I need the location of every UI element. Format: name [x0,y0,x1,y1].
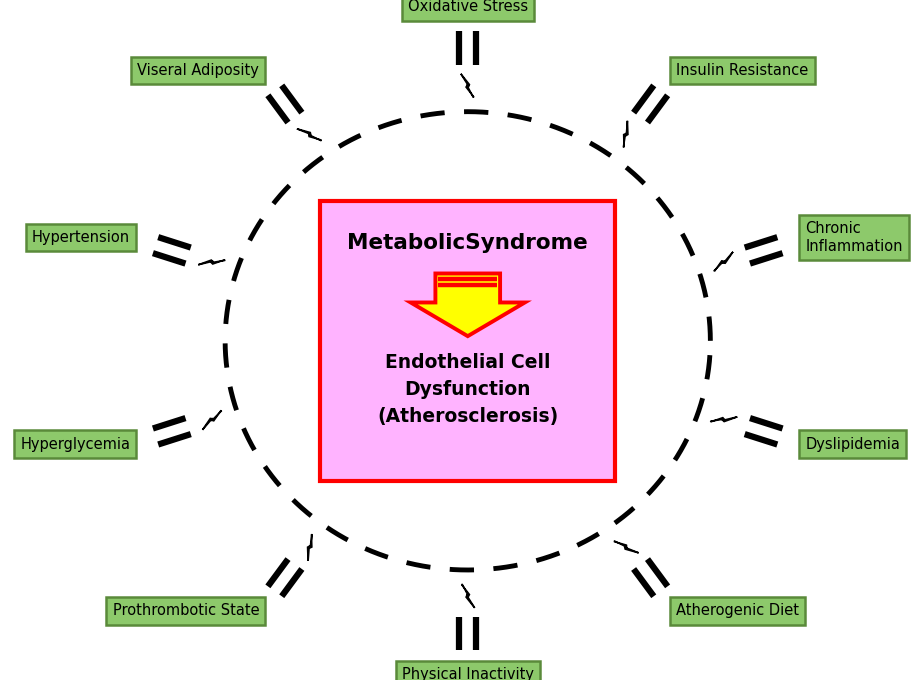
Polygon shape [711,417,737,422]
Polygon shape [307,534,312,561]
Text: Endothelial Cell
Dysfunction
(Atherosclerosis): Endothelial Cell Dysfunction (Atheroscle… [378,353,558,426]
Polygon shape [623,121,628,148]
Text: Chronic
Inflammation: Chronic Inflammation [805,222,903,254]
Text: Insulin Resistance: Insulin Resistance [677,63,809,78]
Polygon shape [297,129,321,141]
Polygon shape [714,252,733,271]
Text: Hypertension: Hypertension [32,230,130,245]
Text: Atherogenic Diet: Atherogenic Diet [677,603,799,619]
Text: Dyslipidemia: Dyslipidemia [805,437,900,452]
FancyBboxPatch shape [320,201,616,481]
Text: Prothrombotic State: Prothrombotic State [113,603,259,619]
Polygon shape [202,410,222,430]
Text: Hyperglycemia: Hyperglycemia [20,437,130,452]
Polygon shape [411,273,525,336]
Text: Viseral Adiposity: Viseral Adiposity [138,63,259,78]
Text: Oxidative Stress: Oxidative Stress [408,0,528,14]
Text: Physical Inactivity: Physical Inactivity [402,667,533,680]
Polygon shape [614,541,639,553]
Polygon shape [461,74,473,97]
Polygon shape [462,585,474,608]
Text: MetabolicSyndrome: MetabolicSyndrome [347,233,588,252]
Polygon shape [198,260,225,265]
